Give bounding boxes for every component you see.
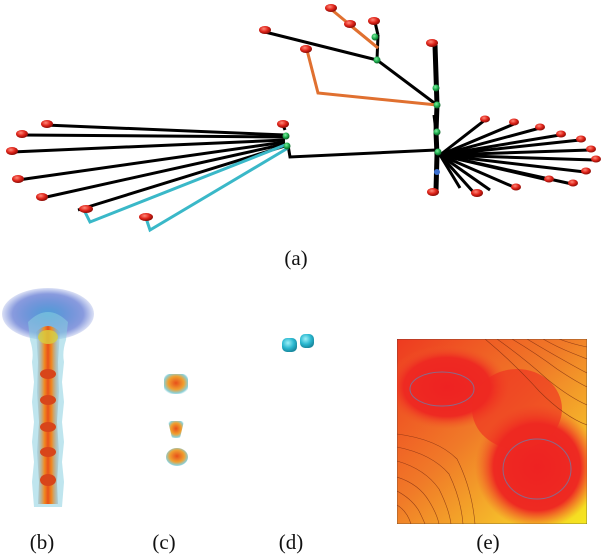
- orange-branch: [350, 24, 379, 50]
- volume-render-c: [164, 374, 188, 466]
- junction-nodes: [282, 33, 442, 175]
- cyan-branch: [144, 146, 289, 233]
- right-fan-branches: [438, 118, 596, 197]
- merge-tree-diagram: [6, 4, 601, 233]
- volume-render-d: [282, 334, 314, 352]
- leaf-nodes: [6, 4, 601, 221]
- cyan-branch: [83, 143, 286, 224]
- caption-d: (d): [278, 530, 304, 554]
- contour-plot: [397, 339, 587, 524]
- cluster-link: [286, 144, 437, 159]
- orange-branch: [305, 49, 438, 107]
- caption-c: (c): [152, 530, 176, 554]
- caption-e: (e): [476, 530, 500, 554]
- caption-a: (a): [284, 246, 308, 270]
- volume-render-b: [2, 288, 94, 507]
- top-branch: [264, 30, 378, 62]
- caption-b: (b): [29, 530, 55, 554]
- left-fan-branches: [11, 123, 287, 212]
